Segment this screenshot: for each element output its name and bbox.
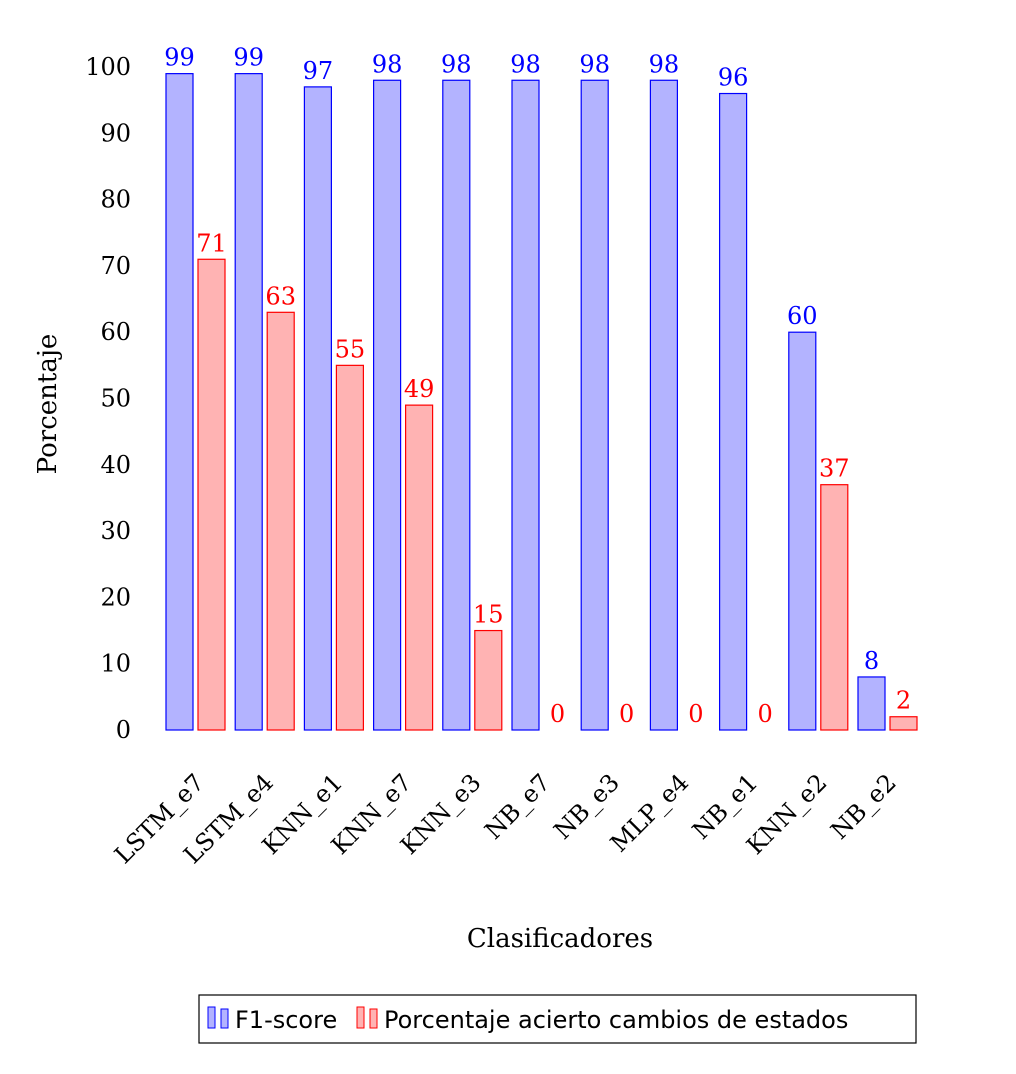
legend-item-porcentaje: Porcentaje acierto cambios de estados [356, 1006, 848, 1034]
y-tick-label: 80 [100, 186, 131, 214]
bar-value-label: 99 [233, 44, 264, 72]
bar-f1-score-lstm-e7 [165, 73, 194, 731]
x-tick-label: NB_e7 [479, 768, 555, 844]
bar-value-label: 98 [441, 50, 472, 78]
legend-label-f1-score: F1-score [235, 1006, 337, 1034]
bar-value-label: 63 [265, 282, 296, 310]
bar-value-label: 37 [819, 455, 850, 483]
bar-value-label: 60 [787, 302, 818, 330]
bar-value-label: 96 [718, 64, 749, 92]
bar-porcentaje-lstm-e7 [197, 258, 226, 731]
bar-value-label: 99 [164, 44, 195, 72]
bar-f1-score-mlp-e4 [649, 79, 679, 731]
bar-value-label: 2 [896, 687, 911, 715]
y-tick-label: 70 [100, 252, 131, 280]
y-tick-label: 100 [85, 53, 131, 81]
legend-box [198, 994, 917, 1044]
bar-f1-score-nb-e7 [511, 79, 540, 731]
y-tick-label: 30 [100, 517, 131, 545]
bar-porcentaje-knn-e3 [474, 629, 503, 731]
bar-value-label: 0 [688, 700, 703, 728]
bar-f1-score-knn-e7 [373, 79, 402, 731]
legend-label-porcentaje: Porcentaje acierto cambios de estados [384, 1006, 848, 1034]
bar-value-label: 97 [303, 57, 334, 85]
y-tick-label: 20 [100, 583, 131, 611]
legend-swatch-f1-b [220, 1008, 229, 1029]
bar-porcentaje-lstm-e4 [266, 311, 295, 731]
y-axis: 0 10 20 30 40 50 60 70 80 90 100 [85, 53, 131, 744]
y-tick-label: 50 [100, 385, 131, 413]
bar-value-label: 98 [372, 50, 403, 78]
bar-f1-score-lstm-e4 [234, 73, 263, 731]
bar-value-label: 55 [335, 335, 366, 363]
bar-value-label: 0 [757, 700, 772, 728]
y-axis-label: Porcentaje [33, 334, 63, 475]
y-tick-label: 60 [100, 318, 131, 346]
bar-value-label: 98 [579, 50, 610, 78]
bar-value-label: 49 [404, 375, 435, 403]
bar-value-label: 0 [619, 700, 634, 728]
y-tick-label: 40 [100, 451, 131, 479]
y-tick-label: 90 [100, 119, 131, 147]
x-axis-label: Clasificadores [467, 924, 653, 954]
bar-value-label: 0 [550, 700, 565, 728]
bar-value-label: 71 [196, 229, 227, 257]
y-tick-label: 0 [116, 716, 131, 744]
x-tick-label: NB_e2 [825, 768, 901, 844]
bar-porcentaje-knn-e7 [405, 404, 434, 731]
x-axis: LSTM_e7LSTM_e4KNN_e1KNN_e7KNN_e3NB_e7NB_… [109, 768, 902, 869]
legend: F1-score Porcentaje acierto cambios de e… [198, 994, 917, 1044]
bars [165, 73, 918, 731]
bar-f1-score-knn-e2 [788, 331, 817, 731]
bar-f1-score-nb-e3 [580, 79, 609, 731]
bar-f1-score-nb-e2 [857, 676, 886, 731]
bar-value-label: 8 [864, 647, 879, 675]
legend-swatch-f1-a [207, 1006, 216, 1029]
legend-swatch-pct-a [356, 1006, 365, 1029]
bar-f1-score-nb-e1 [718, 92, 748, 731]
y-tick-label: 10 [100, 650, 131, 678]
legend-item-f1-score: F1-score [207, 1006, 337, 1034]
bar-porcentaje-knn-e2 [820, 484, 849, 731]
bar-f1-score-knn-e1 [303, 86, 332, 731]
bar-value-label: 15 [473, 601, 504, 629]
legend-swatch-pct-b [369, 1008, 378, 1029]
bar-porcentaje-knn-e1 [335, 364, 364, 731]
bar-porcentaje-nb-e2 [889, 716, 918, 731]
bar-value-label: 98 [510, 50, 541, 78]
bar-f1-score-knn-e3 [442, 79, 471, 731]
bar-value-labels: 99 99 97 98 98 98 98 98 96 60 8 71 63 55 49 15 0 0 0 0 37 2 [164, 44, 911, 728]
bar-value-label: 98 [649, 50, 680, 78]
